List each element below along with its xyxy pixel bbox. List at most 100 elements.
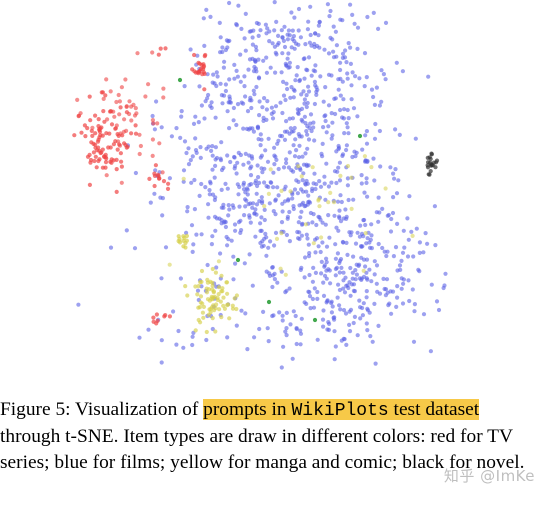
scatter-point — [115, 147, 120, 152]
scatter-point — [336, 143, 341, 149]
scatter-point — [312, 138, 317, 143]
scatter-point — [281, 93, 287, 98]
scatter-point — [256, 57, 261, 62]
scatter-point — [278, 266, 283, 271]
scatter-point — [100, 90, 105, 95]
scatter-point — [218, 35, 223, 40]
scatter-point — [345, 252, 350, 257]
scatter-point — [314, 92, 319, 97]
scatter-point — [311, 241, 316, 246]
scatter-point — [364, 75, 369, 80]
scatter-point — [337, 215, 342, 221]
scatter-point — [328, 190, 333, 195]
scatter-point — [353, 74, 358, 79]
scatter-point — [321, 99, 326, 104]
scatter-point — [118, 105, 123, 110]
scatter-point — [363, 158, 368, 164]
scatter-point — [294, 326, 299, 332]
scatter-point — [299, 106, 305, 111]
scatter-point — [357, 298, 362, 303]
scatter-point — [232, 62, 237, 67]
scatter-point — [269, 111, 274, 116]
scatter-point — [296, 236, 301, 241]
scatter-point — [218, 156, 223, 161]
scatter-point — [210, 153, 215, 158]
scatter-point — [317, 179, 322, 184]
scatter-point — [226, 213, 231, 218]
scatter-point — [342, 131, 347, 136]
scatter-point — [338, 60, 343, 65]
scatter-point — [152, 171, 157, 176]
scatter-point — [311, 265, 316, 270]
scatter-point — [132, 246, 138, 251]
scatter-point — [146, 82, 151, 87]
scatter-point — [196, 317, 201, 323]
scatter-point — [330, 133, 335, 138]
scatter-point — [355, 333, 360, 338]
scatter-point — [338, 173, 343, 178]
scatter-point — [253, 234, 258, 239]
scatter-point — [425, 241, 430, 246]
scatter-point — [429, 151, 434, 156]
scatter-point — [157, 176, 162, 181]
scatter-point — [364, 180, 369, 185]
scatter-point — [229, 238, 234, 243]
scatter-point — [276, 166, 281, 172]
scatter-point — [287, 33, 292, 38]
scatter-point — [210, 234, 215, 239]
scatter-point — [345, 107, 350, 113]
scatter-point — [283, 272, 288, 277]
scatter-point — [385, 249, 390, 254]
scatter-point — [210, 316, 215, 321]
scatter-point — [308, 112, 314, 117]
scatter-point — [248, 173, 254, 178]
scatter-point — [341, 308, 347, 313]
scatter-point — [90, 133, 95, 138]
scatter-point — [326, 213, 331, 218]
scatter-point — [93, 113, 98, 118]
scatter-point — [225, 186, 230, 191]
scatter-point — [167, 262, 172, 267]
scatter-point — [248, 166, 253, 171]
scatter-point — [193, 136, 198, 141]
scatter-point — [161, 179, 167, 184]
scatter-point — [304, 129, 309, 134]
scatter-point — [181, 168, 187, 173]
scatter-point — [323, 222, 328, 227]
scatter-point — [407, 298, 412, 304]
scatter-point — [291, 169, 296, 174]
scatter-point — [232, 296, 237, 301]
scatter-point — [258, 221, 263, 226]
scatter-point — [291, 204, 296, 209]
scatter-point — [303, 151, 308, 156]
scatter-point — [199, 103, 204, 108]
scatter-point — [264, 253, 269, 258]
scatter-point — [346, 131, 351, 136]
scatter-point — [343, 207, 348, 212]
scatter-point — [238, 152, 243, 158]
scatter-point — [365, 14, 370, 20]
caption-highlight: prompts in WikiPlots test dataset — [203, 399, 480, 421]
scatter-point — [246, 67, 251, 72]
scatter-point — [333, 96, 338, 101]
scatter-point — [302, 204, 307, 209]
scatter-point — [217, 20, 222, 25]
scatter-point — [232, 222, 238, 227]
scatter-point — [286, 51, 291, 56]
scatter-point — [273, 70, 278, 75]
scatter-point — [275, 185, 280, 190]
scatter-point — [112, 114, 117, 119]
scatter-point — [308, 306, 313, 311]
scatter-point — [252, 92, 257, 97]
scatter-point — [332, 315, 337, 320]
scatter-point — [83, 134, 88, 139]
scatter-point — [333, 266, 338, 272]
scatter-point — [195, 292, 200, 297]
scatter-point — [252, 335, 257, 340]
scatter-point — [378, 164, 383, 169]
scatter-point — [306, 193, 311, 198]
scatter-point — [330, 304, 335, 309]
scatter-point — [344, 342, 349, 347]
scatter-point — [283, 97, 288, 103]
scatter-point — [116, 92, 121, 98]
